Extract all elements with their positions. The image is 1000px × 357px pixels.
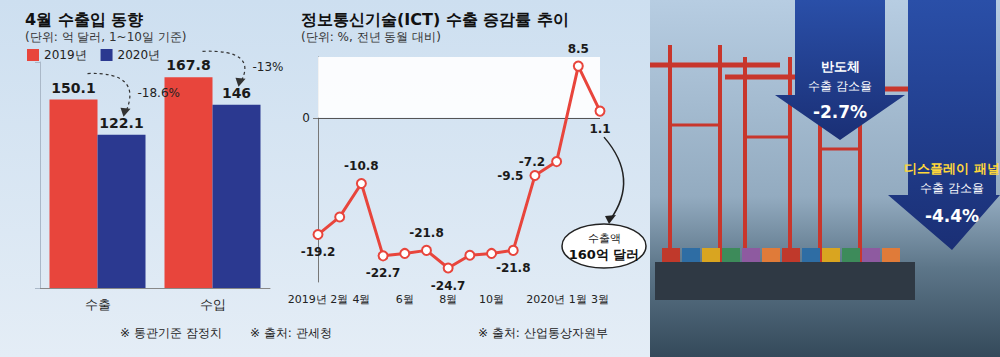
svg-text:정보통신기술(ICT) 수출 증감률 추이: 정보통신기술(ICT) 수출 증감률 추이 bbox=[301, 10, 569, 29]
svg-text:-21.8: -21.8 bbox=[496, 261, 531, 275]
svg-text:146: 146 bbox=[222, 85, 251, 101]
svg-text:-7.2: -7.2 bbox=[519, 155, 545, 169]
svg-text:1.1: 1.1 bbox=[589, 122, 610, 136]
svg-text:수출 감소율: 수출 감소율 bbox=[808, 79, 872, 93]
svg-text:122.1: 122.1 bbox=[99, 115, 143, 131]
svg-text:-10.8: -10.8 bbox=[344, 159, 379, 173]
svg-text:-18.6%: -18.6% bbox=[138, 86, 180, 100]
svg-text:4월 수출입 동향: 4월 수출입 동향 bbox=[25, 10, 143, 29]
svg-text:(단위: 억 달러, 1~10일 기준): (단위: 억 달러, 1~10일 기준) bbox=[25, 30, 186, 44]
svg-text:-9.5: -9.5 bbox=[497, 169, 523, 183]
svg-text:수출 감소율: 수출 감소율 bbox=[920, 181, 984, 195]
svg-text:0: 0 bbox=[302, 111, 310, 125]
svg-text:※ 출처: 관세청: ※ 출처: 관세청 bbox=[250, 326, 332, 340]
svg-text:2019년: 2019년 bbox=[44, 48, 87, 62]
svg-text:4월: 4월 bbox=[352, 293, 370, 306]
svg-text:※ 통관기준 잠정치: ※ 통관기준 잠정치 bbox=[120, 326, 222, 340]
svg-text:-2.7%: -2.7% bbox=[813, 102, 867, 122]
svg-text:-19.2: -19.2 bbox=[301, 245, 336, 259]
svg-text:디스플레이 패널: 디스플레이 패널 bbox=[904, 161, 1000, 176]
svg-text:2020년 1월: 2020년 1월 bbox=[526, 293, 587, 306]
svg-text:150.1: 150.1 bbox=[51, 80, 95, 96]
svg-text:수출: 수출 bbox=[85, 297, 111, 312]
svg-text:-13%: -13% bbox=[253, 60, 284, 74]
svg-text:8.5: 8.5 bbox=[568, 42, 589, 56]
svg-text:-21.8: -21.8 bbox=[409, 226, 444, 240]
svg-text:3월: 3월 bbox=[591, 293, 609, 306]
svg-text:167.8: 167.8 bbox=[166, 57, 210, 73]
svg-text:2019년 2월: 2019년 2월 bbox=[288, 293, 349, 306]
svg-text:2020년: 2020년 bbox=[118, 48, 161, 62]
svg-text:수출액: 수출액 bbox=[588, 232, 621, 245]
svg-text:(단위: %, 전년 동월 대비): (단위: %, 전년 동월 대비) bbox=[301, 30, 441, 44]
svg-text:-22.7: -22.7 bbox=[366, 266, 401, 280]
svg-text:반도체: 반도체 bbox=[821, 59, 860, 74]
svg-text:6월: 6월 bbox=[396, 293, 414, 306]
svg-text:수입: 수입 bbox=[200, 297, 226, 312]
svg-text:-24.7: -24.7 bbox=[431, 279, 466, 293]
svg-text:※ 출처: 산업통상자원부: ※ 출처: 산업통상자원부 bbox=[478, 326, 608, 340]
svg-text:10월: 10월 bbox=[479, 293, 504, 306]
svg-text:160억 달러: 160억 달러 bbox=[569, 247, 640, 262]
svg-text:8월: 8월 bbox=[439, 293, 457, 306]
svg-text:-4.4%: -4.4% bbox=[925, 206, 979, 226]
